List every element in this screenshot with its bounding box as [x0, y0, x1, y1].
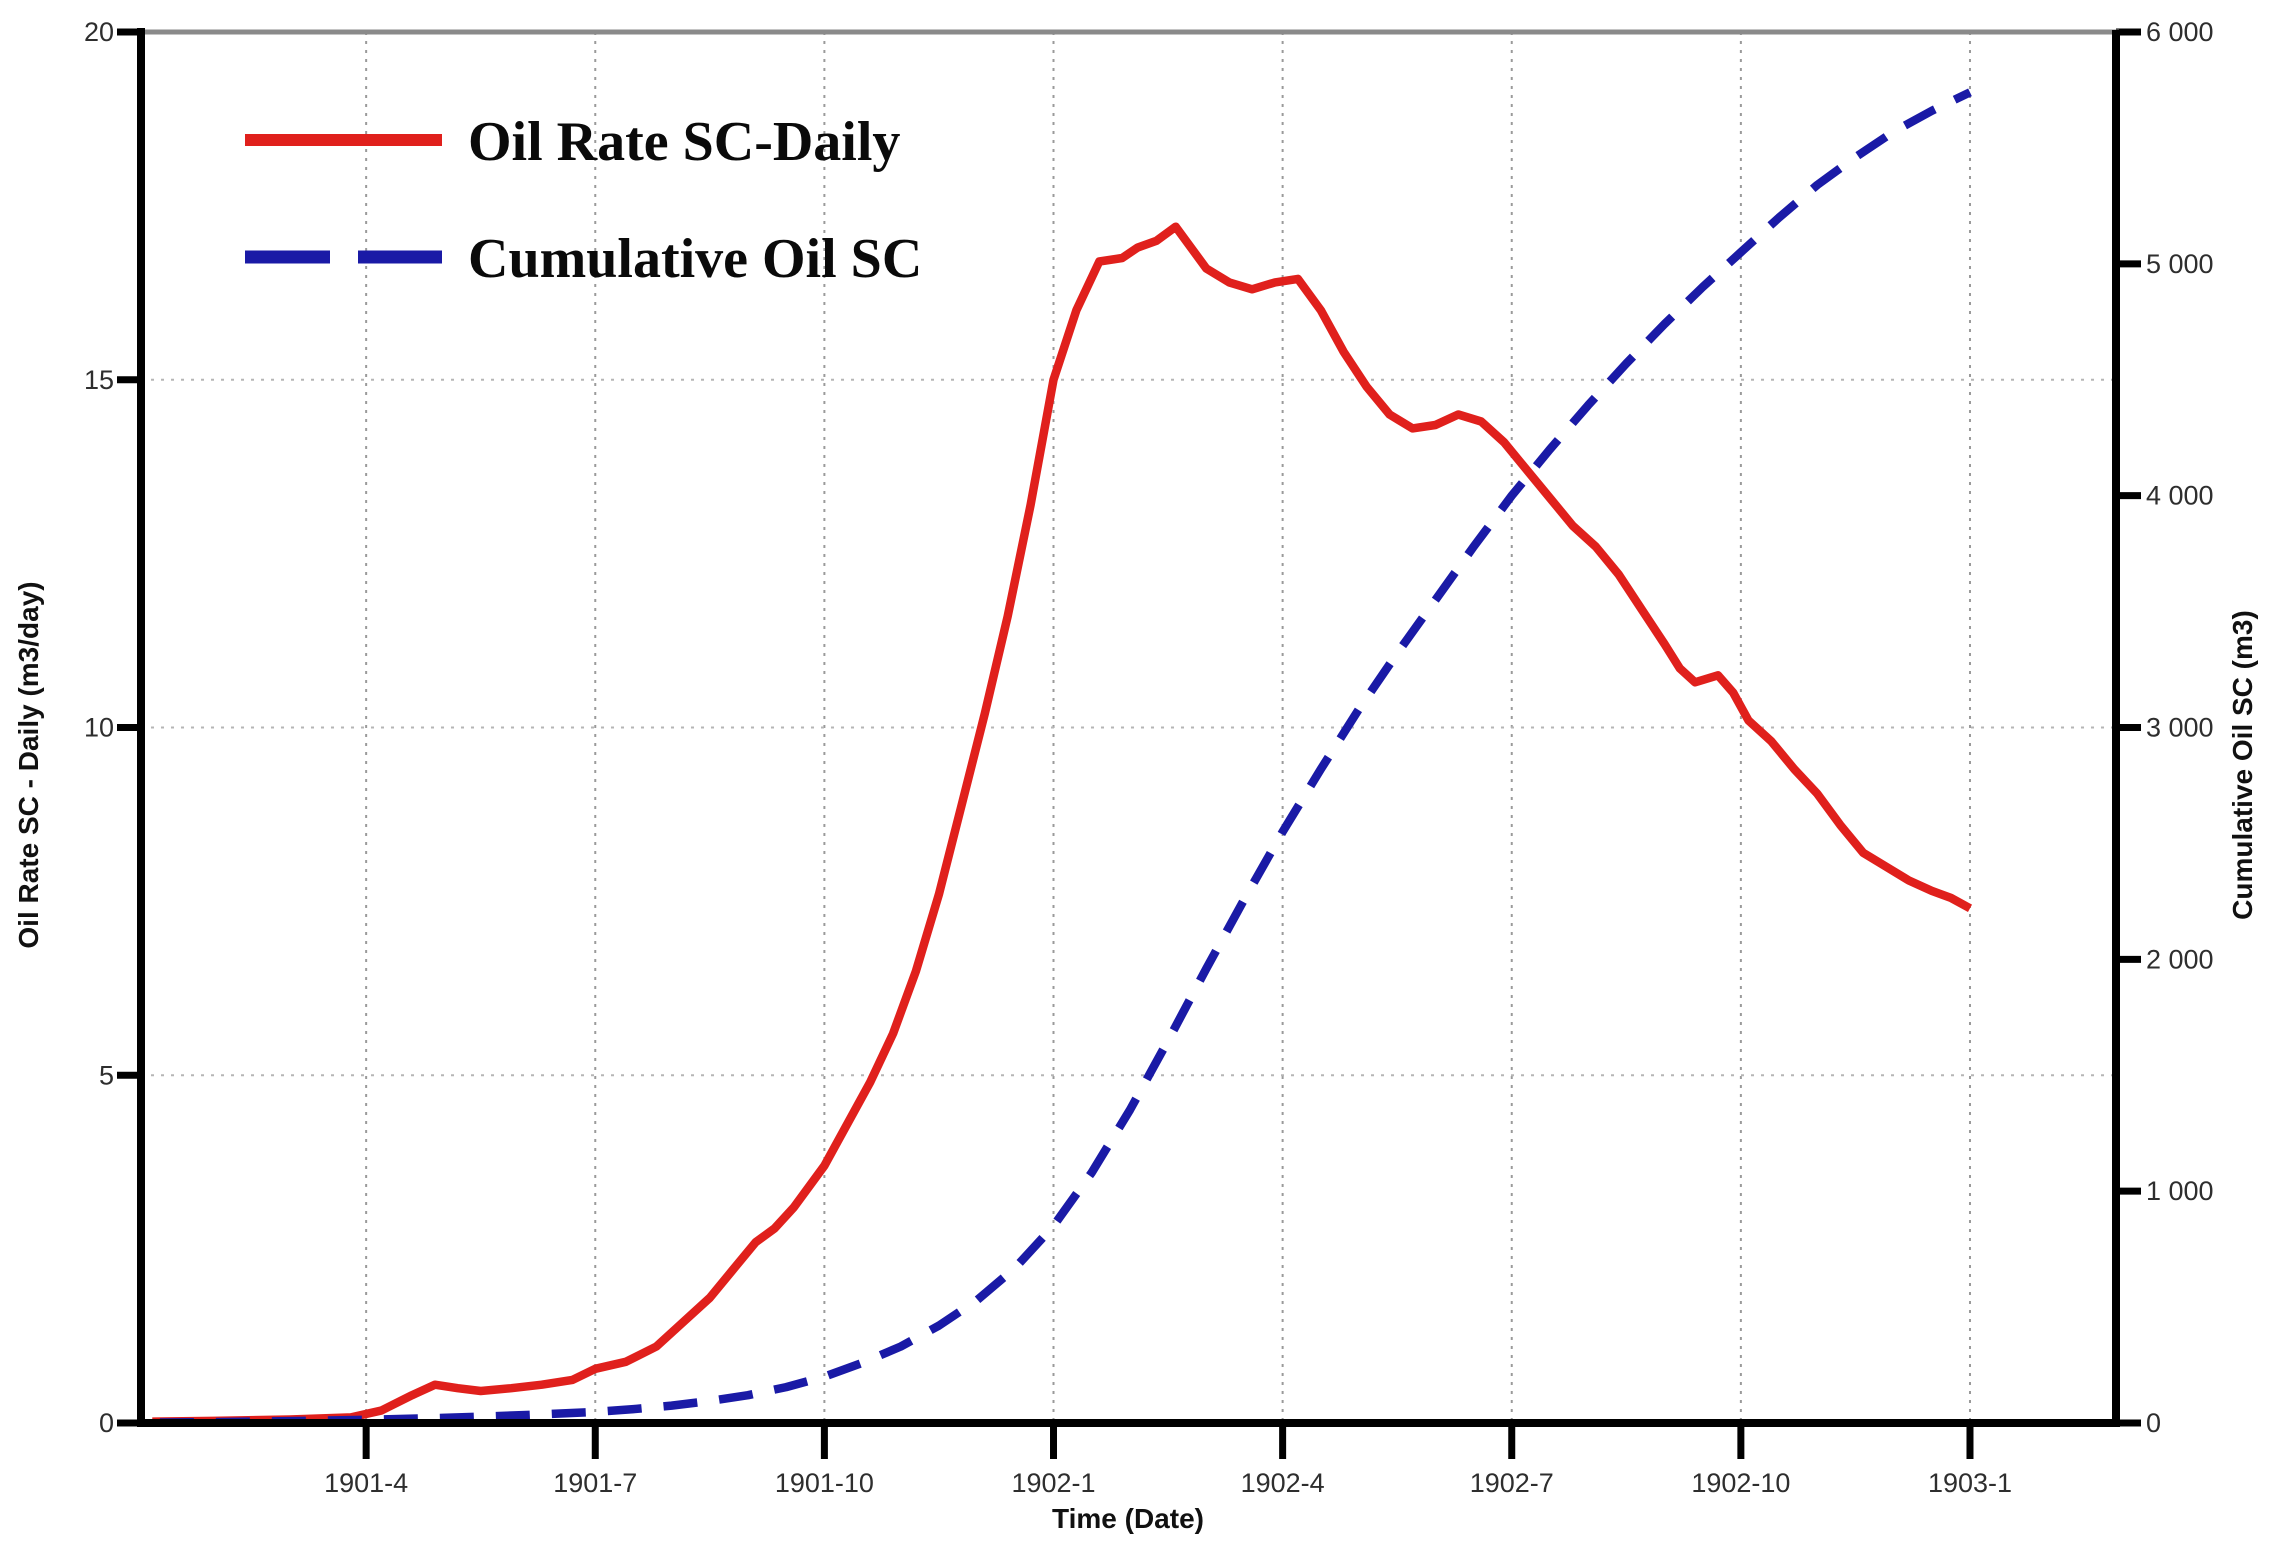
x-tick-label: 1901-10	[775, 1468, 874, 1498]
oil-rate-line	[152, 222, 1973, 1426]
x-tick-label: 1902-7	[1470, 1468, 1554, 1498]
x-tick-label: 1903-1	[1928, 1468, 2012, 1498]
tick-label-layer: 1901-4 1901-7 1901-10 1902-1 1902-4 1902-7 190…	[84, 17, 2214, 1498]
y-right-tick-label: 5 000	[2146, 249, 2214, 279]
y-right-tick-label: 4 000	[2146, 481, 2214, 511]
x-tick-label: 1901-4	[324, 1468, 408, 1498]
legend-label-oil-rate: Oil Rate SC-Daily	[468, 111, 900, 173]
axes-layer	[117, 28, 2141, 1459]
y-axis-title-right: Cumulative Oil SC (m3)	[2227, 610, 2258, 920]
y-left-tick-label: 20	[84, 17, 114, 47]
cumulative-oil-line	[159, 88, 1972, 1427]
y-left-tick-label: 0	[99, 1408, 114, 1438]
y-left-tick-label: 15	[84, 365, 114, 395]
y-right-tick-label: 6 000	[2146, 17, 2214, 47]
y-left-tick-label: 10	[84, 713, 114, 743]
y-right-tick-label: 0	[2146, 1408, 2161, 1438]
y-axis-title-left: Oil Rate SC - Daily (m3/day)	[13, 581, 44, 948]
y-right-tick-label: 3 000	[2146, 713, 2214, 743]
x-tick-label: 1902-1	[1011, 1468, 1095, 1498]
x-tick-label: 1902-4	[1241, 1468, 1325, 1498]
legend-label-cumulative: Cumulative Oil SC	[468, 228, 922, 290]
x-tick-label: 1901-7	[553, 1468, 637, 1498]
y-right-tick-label: 1 000	[2146, 1176, 2214, 1206]
x-tick-label: 1902-10	[1691, 1468, 1790, 1498]
y-right-tick-label: 2 000	[2146, 944, 2214, 974]
y-left-tick-label: 5	[99, 1060, 114, 1090]
legend: Oil Rate SC-Daily Cumulative Oil SC	[245, 111, 922, 290]
series-layer	[152, 88, 1973, 1427]
grid-layer	[141, 32, 2116, 1423]
x-axis-title: Time (Date)	[1052, 1503, 1204, 1534]
